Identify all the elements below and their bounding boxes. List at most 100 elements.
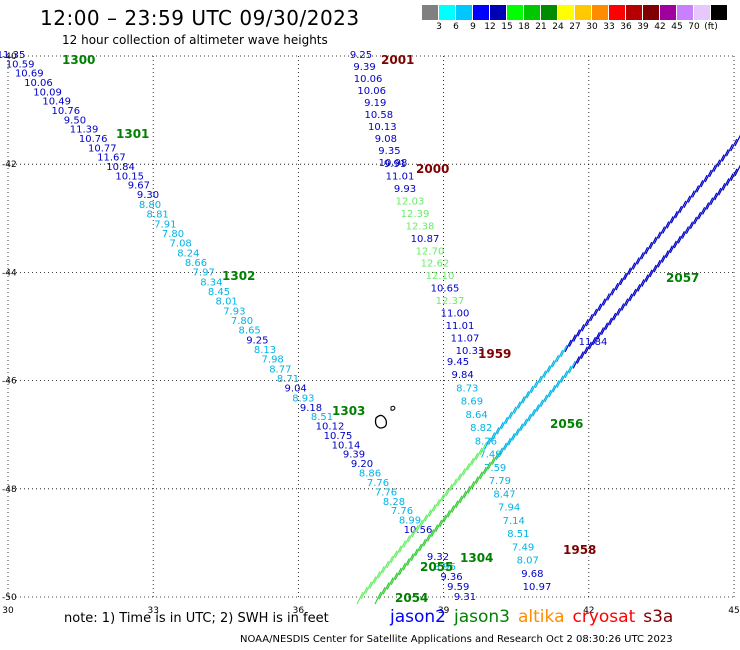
track-streak-mark <box>467 481 475 494</box>
color-scale-label: 70 <box>688 22 700 32</box>
track-streak-mark <box>713 159 721 172</box>
color-scale-swatch <box>439 5 455 20</box>
track-streak-mark <box>454 473 462 486</box>
track-streak-mark <box>360 586 368 600</box>
x-tick-label: 45 <box>728 606 739 616</box>
color-scale-label: 6 <box>453 22 459 32</box>
track-streak-mark <box>424 509 432 522</box>
wave-height-value: 10.87 <box>411 234 440 245</box>
track-streak-mark <box>718 182 726 196</box>
track-streak-mark <box>466 457 474 471</box>
track-streak-mark <box>675 205 683 219</box>
track-streak-mark <box>725 144 734 157</box>
pass-id-label: 1303 <box>332 404 365 418</box>
wave-height-value: 9.18 <box>300 403 322 414</box>
track-streak-mark <box>356 591 364 605</box>
track-streak-mark <box>509 406 517 420</box>
track-streak-mark <box>471 476 479 489</box>
track-streak-mark <box>487 457 495 470</box>
wave-height-value: 7.79 <box>489 476 511 487</box>
track-streak-mark <box>600 322 609 335</box>
track-streak-mark <box>536 399 544 412</box>
wave-height-value: 9.84 <box>452 370 474 381</box>
track-streak-mark <box>560 370 568 384</box>
track-streak-mark <box>528 408 536 422</box>
wave-height-value: 9.19 <box>364 98 386 109</box>
pass-id-label: 2057 <box>666 271 699 285</box>
wave-height-value: 10.97 <box>523 582 552 593</box>
wave-height-value: 12.37 <box>436 296 465 307</box>
color-scale-label: 21 <box>535 22 547 32</box>
map-grid <box>7 55 735 598</box>
track-streak-mark <box>691 185 700 198</box>
track-streak-mark <box>613 308 621 321</box>
y-tick-label: -40 <box>2 52 17 62</box>
wave-height-value: 10.65 <box>431 284 460 295</box>
track-streak-mark <box>398 540 407 553</box>
axis-ticks: 30 33 36 39 42 45 -40 -42 -44 -46 -48 -50 <box>2 52 740 616</box>
track-streak-mark <box>632 257 640 270</box>
track-streak-mark <box>596 327 605 340</box>
track-streak-mark <box>700 174 708 188</box>
track-streak-mark <box>378 586 386 600</box>
track-streak-mark <box>373 571 381 584</box>
track-streak-mark <box>547 360 555 373</box>
wave-height-value: 9.25 <box>246 335 268 346</box>
track-streak-mark <box>439 514 447 528</box>
track-streak-mark <box>717 154 725 167</box>
track-streak-mark <box>657 255 665 268</box>
track-streak-mark <box>568 334 576 347</box>
track-streak-mark <box>641 274 649 287</box>
track-streak-mark <box>734 134 740 147</box>
track-streak-mark <box>534 375 542 389</box>
color-scale-swatch <box>524 5 540 20</box>
y-tick-label: -50 <box>2 593 17 603</box>
track-streak-mark <box>633 283 641 297</box>
pass-id-label: 2000 <box>416 162 449 176</box>
track-streak-mark <box>530 380 538 394</box>
wave-height-value: 11.00 <box>441 309 470 320</box>
track-streak-mark <box>615 277 623 291</box>
wave-height-value: 10.06 <box>24 78 53 89</box>
track-streak-mark <box>619 272 627 286</box>
track-streak-mark <box>645 269 653 283</box>
y-tick-label: -46 <box>2 377 17 387</box>
track-streak-mark <box>522 391 530 404</box>
track-streak-mark <box>687 190 695 203</box>
track-streak-mark <box>394 545 402 558</box>
wave-height-value: 9.50 <box>64 115 86 126</box>
color-scale-label: 36 <box>620 22 632 32</box>
track-streak-mark <box>624 267 632 281</box>
track-streak-mark <box>677 231 685 244</box>
wave-height-value: 9.93 <box>394 184 416 195</box>
wave-height-value: 8.28 <box>383 497 405 508</box>
wave-height-value: 8.99 <box>399 516 421 527</box>
wave-height-value: 12.39 <box>401 209 430 220</box>
wave-height-value: 7.80 <box>231 316 253 327</box>
wave-height-value: 7.93 <box>223 306 245 317</box>
wave-height-value: 9.25 <box>350 50 372 61</box>
track-streak-mark <box>390 550 398 564</box>
wave-height-value: 11.01 <box>446 321 475 332</box>
track-streak-mark <box>386 555 394 569</box>
wave-height-value: 8.26 <box>475 436 497 447</box>
pass-id-label: 1301 <box>116 127 149 141</box>
track-streak-mark <box>696 180 704 193</box>
track-labels: 1300 1301 1302 1303 1304 2001 2000 1959 1958 2057… <box>62 53 699 605</box>
track-streak-mark <box>702 202 710 215</box>
track-streak-mark <box>598 298 606 311</box>
track-streak-mark <box>629 288 637 302</box>
track-streak-mark <box>492 427 500 440</box>
color-scale-label: 42 <box>654 22 666 32</box>
color-scale-swatch <box>541 5 557 20</box>
track-streak-mark <box>694 211 702 225</box>
track-streak-mark <box>418 538 427 552</box>
track-streak-mark <box>483 437 491 450</box>
islet-shape <box>390 405 396 411</box>
color-scale-swatch <box>694 5 710 20</box>
color-scale-swatch <box>711 5 727 20</box>
color-scale-label: 45 <box>671 22 683 32</box>
track-streak-mark <box>435 519 443 533</box>
track-streak-mark <box>609 312 617 326</box>
wave-height-value: 8.01 <box>216 297 238 308</box>
